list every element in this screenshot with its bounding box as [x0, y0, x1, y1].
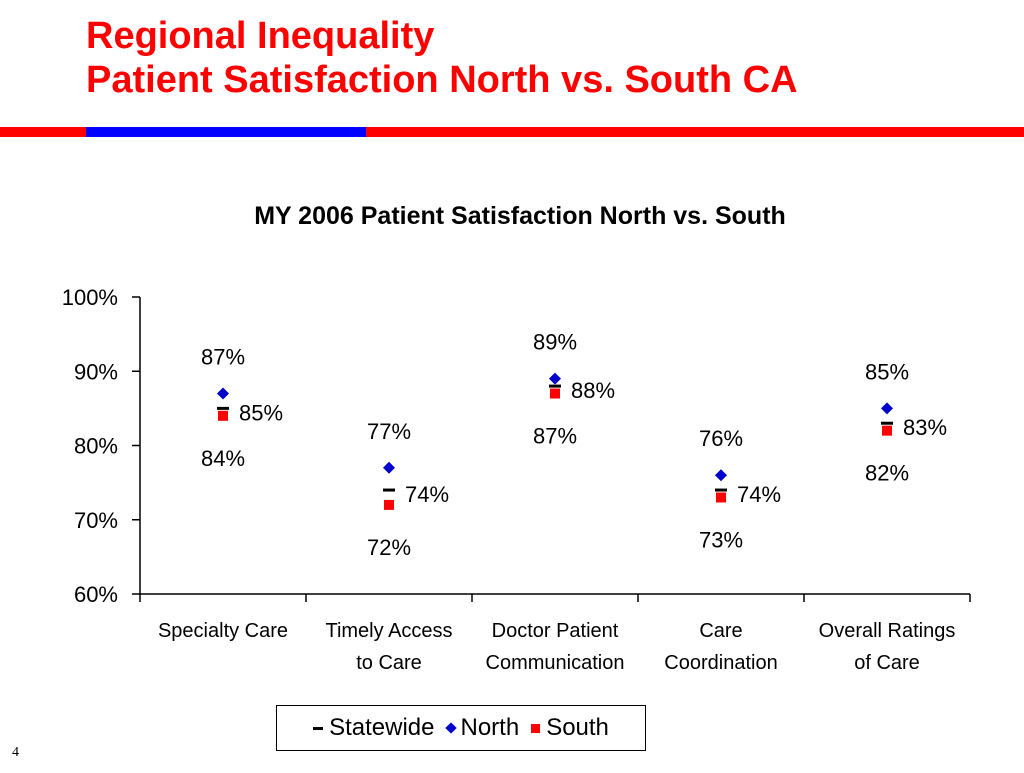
y-tick-label: 80% — [74, 434, 118, 459]
legend-item-statewide: Statewide — [313, 714, 435, 742]
south-data-label: 72% — [367, 535, 411, 560]
statewide-data-label: 83% — [903, 415, 947, 440]
north-data-label: 89% — [533, 330, 577, 355]
south-point — [716, 492, 726, 503]
slide-title: Regional Inequality Patient Satisfaction… — [86, 14, 798, 102]
statewide-data-label: 74% — [737, 482, 781, 507]
north-data-label: 77% — [367, 419, 411, 444]
y-tick-label: 60% — [74, 582, 118, 607]
x-tick-label: Specialty Care — [158, 620, 288, 642]
north-data-label: 76% — [699, 426, 743, 451]
x-tick-label: Timely Access — [325, 620, 452, 642]
slide-number: 4 — [12, 745, 19, 760]
south-data-label: 84% — [201, 446, 245, 471]
x-tick-label: Overall Ratings — [819, 620, 956, 642]
south-point — [550, 388, 560, 399]
north-point — [549, 372, 561, 385]
south-data-label: 73% — [699, 527, 743, 552]
title-rule — [0, 127, 1024, 137]
north-point — [217, 387, 229, 400]
legend-label-north: North — [460, 714, 520, 741]
x-tick-label: of Care — [854, 652, 920, 674]
chart-title: MY 2006 Patient Satisfaction North vs. S… — [254, 202, 786, 230]
north-point — [383, 461, 395, 474]
south-data-label: 87% — [533, 424, 577, 449]
legend-diamond-marker — [444, 722, 457, 734]
statewide-data-label: 88% — [571, 378, 615, 403]
slide-title-line1: Regional Inequality — [86, 15, 435, 57]
y-tick-label: 90% — [74, 359, 118, 384]
y-tick-label: 70% — [74, 508, 118, 533]
north-point — [715, 469, 727, 482]
x-tick-label: Coordination — [664, 652, 777, 674]
y-tick-label: 100% — [62, 285, 118, 310]
statewide-data-label: 85% — [239, 400, 283, 425]
slide-title-line2: Patient Satisfaction North vs. South CA — [86, 59, 798, 101]
north-data-label: 87% — [201, 345, 245, 370]
north-data-label: 85% — [865, 359, 909, 384]
legend-square-marker — [531, 723, 541, 733]
legend-item-south: South — [531, 714, 609, 742]
south-data-label: 82% — [865, 461, 909, 486]
title-rule-red — [0, 127, 1024, 137]
x-tick-label: Communication — [486, 652, 625, 674]
south-point — [218, 410, 228, 421]
legend-item-north: North — [444, 714, 520, 742]
statewide-data-label: 74% — [405, 482, 449, 507]
south-point — [882, 425, 892, 436]
legend-dash-marker — [313, 726, 324, 730]
chart-legend: Statewide North South — [276, 705, 646, 751]
legend-label-statewide: Statewide — [329, 714, 435, 741]
legend-label-south: South — [546, 714, 609, 741]
title-rule-blue — [86, 127, 366, 137]
x-tick-label: Doctor Patient — [492, 620, 619, 642]
x-tick-label: Care — [699, 620, 742, 642]
south-point — [384, 499, 394, 510]
north-point — [881, 402, 893, 415]
x-tick-label: to Care — [356, 652, 422, 674]
